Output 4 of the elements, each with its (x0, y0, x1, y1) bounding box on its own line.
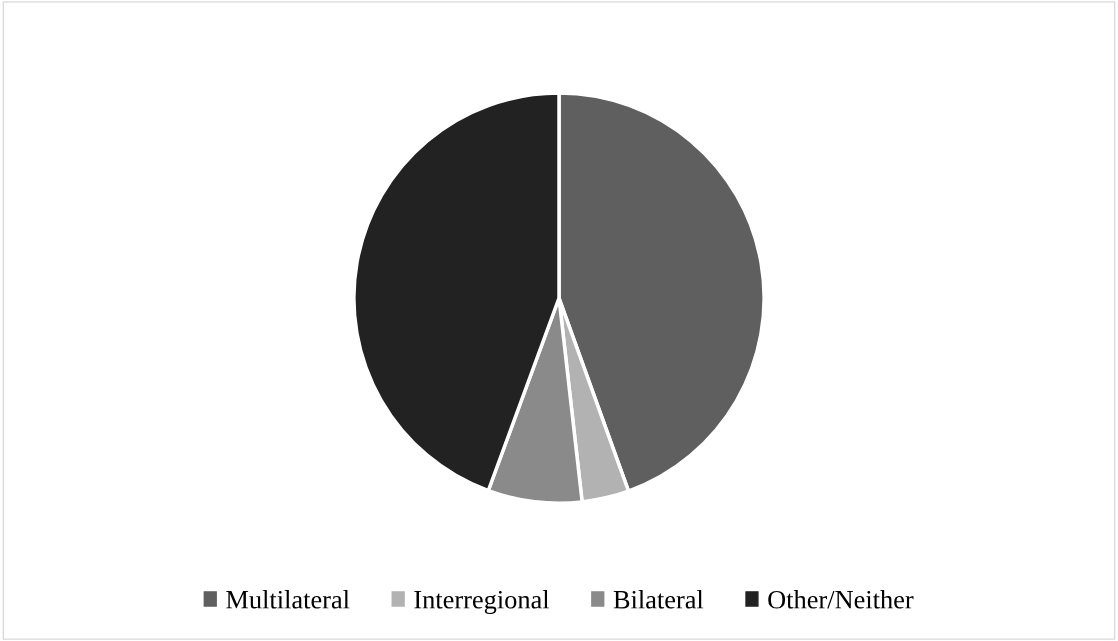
legend-label: Bilateral (613, 590, 704, 609)
legend-label: Multilateral (226, 590, 350, 609)
legend-label: Other/Neither (768, 590, 914, 609)
legend-label: Interregional (414, 590, 550, 615)
